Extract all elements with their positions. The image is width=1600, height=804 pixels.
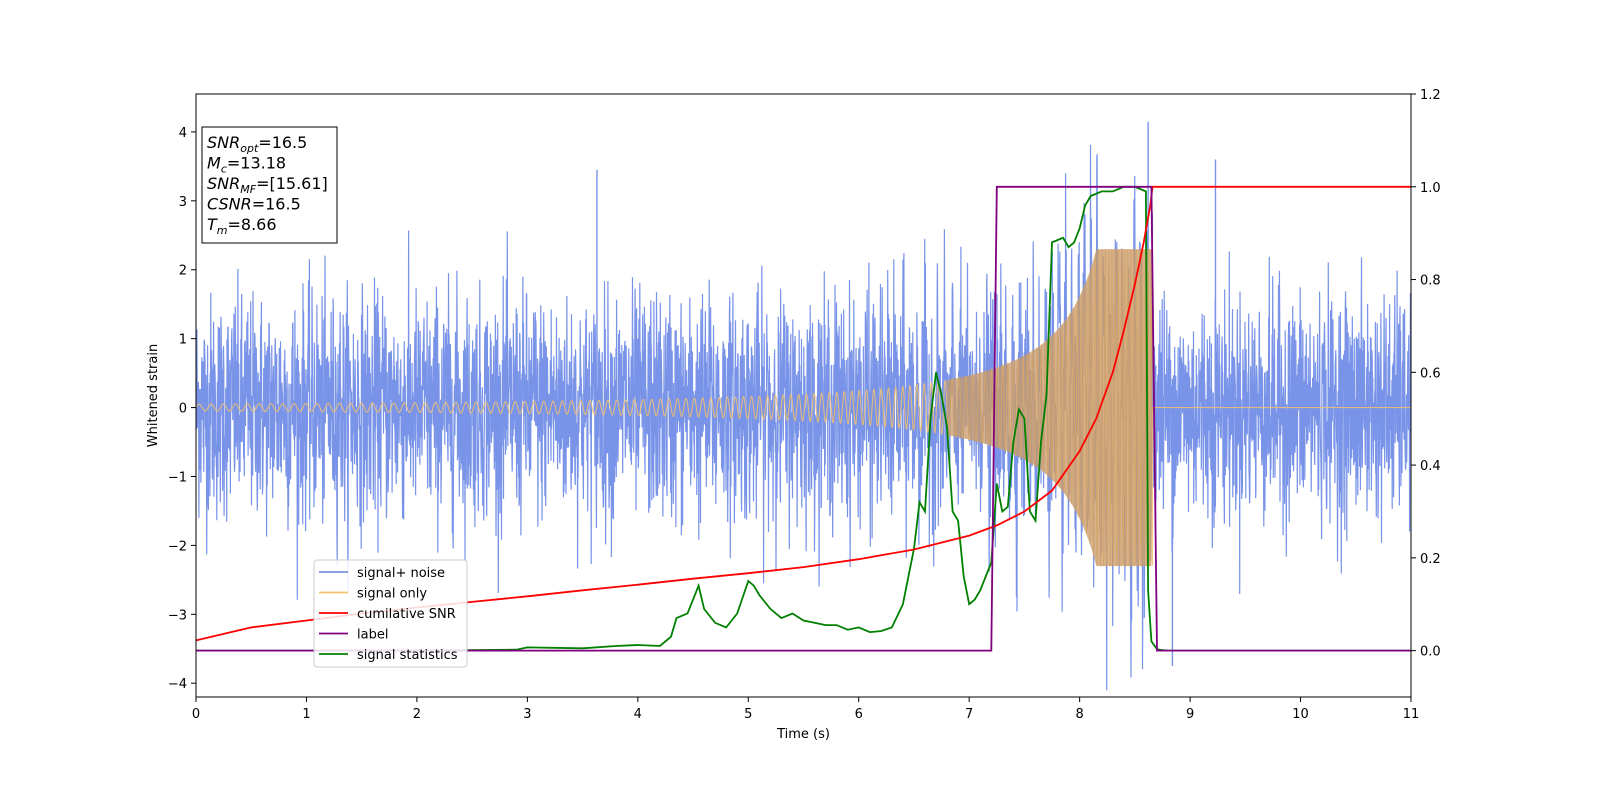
x-tick-label: 1 bbox=[302, 707, 310, 722]
legend-label-1: signal only bbox=[357, 587, 427, 602]
y-left-tick-label: −4 bbox=[168, 677, 187, 692]
signal-only-line bbox=[196, 249, 1411, 567]
x-tick-label: 8 bbox=[1075, 707, 1083, 722]
info-main: SNR bbox=[207, 133, 240, 152]
info-box-frame bbox=[201, 126, 338, 244]
x-tick-label: 9 bbox=[1186, 707, 1194, 722]
legend-label-0: signal+ noise bbox=[357, 566, 445, 581]
legend: signal+ noise signal only cumilative SNR la… bbox=[313, 559, 468, 668]
y-right-tick-label: 1.2 bbox=[1420, 88, 1441, 103]
legend-label-3: label bbox=[357, 628, 388, 643]
series-line-4 bbox=[196, 185, 1411, 652]
y-left-tick-label: −2 bbox=[168, 539, 187, 554]
y-left-tick-label: −1 bbox=[168, 470, 187, 485]
y-right-tick-label: 0.0 bbox=[1420, 645, 1441, 660]
y-left-tick-label: 0 bbox=[179, 402, 187, 417]
info-sub: c bbox=[221, 163, 227, 176]
x-tick-label: 2 bbox=[413, 707, 421, 722]
signal-only-series-layer bbox=[196, 249, 1411, 567]
x-tick-label: 4 bbox=[634, 707, 642, 722]
signal-plus-noise-line bbox=[196, 144, 1411, 691]
y-right-tick-label: 1.0 bbox=[1420, 181, 1441, 196]
info-sub: MF bbox=[240, 183, 256, 196]
legend-label-2: cumilative SNR bbox=[357, 607, 456, 622]
info-main: T bbox=[207, 215, 218, 234]
series-line-3 bbox=[196, 185, 1411, 652]
x-tick-label: 11 bbox=[1403, 707, 1420, 722]
info-value: =16.5 bbox=[252, 195, 301, 214]
plot-frame bbox=[195, 93, 1412, 698]
info-value: =[15.61] bbox=[256, 174, 328, 193]
x-tick-label: 0 bbox=[192, 707, 200, 722]
y-left-tick-label: 2 bbox=[179, 264, 187, 279]
y-left-tick-label: 4 bbox=[179, 126, 187, 141]
y-right-tick-label: 0.6 bbox=[1420, 366, 1441, 381]
info-sub: m bbox=[217, 224, 228, 237]
legend-frame bbox=[313, 559, 468, 668]
x-tick-label: 5 bbox=[744, 707, 752, 722]
x-tick-label: 7 bbox=[965, 707, 973, 722]
info-value: =8.66 bbox=[228, 215, 277, 234]
signal-only-envelope bbox=[947, 249, 1153, 567]
info-line-2: SNRMF=[15.61] bbox=[207, 174, 328, 196]
y-axis-label: Whitened strain bbox=[146, 344, 161, 447]
x-tick-label: 6 bbox=[855, 707, 863, 722]
info-line-4: Tm=8.66 bbox=[207, 215, 277, 237]
info-main: CSNR bbox=[207, 195, 252, 214]
info-line-3: CSNR=16.5 bbox=[207, 195, 301, 214]
y-left-tick-label: −3 bbox=[168, 608, 187, 623]
info-line-1: Mc=13.18 bbox=[207, 154, 286, 176]
info-line-0: SNRopt=16.5 bbox=[207, 133, 307, 155]
y-left-tick-label: 3 bbox=[179, 195, 187, 210]
y-right-tick-label: 0.4 bbox=[1420, 459, 1441, 474]
legend-label-4: signal statistics bbox=[357, 648, 458, 663]
info-main: M bbox=[207, 154, 221, 173]
x-tick-label: 3 bbox=[523, 707, 531, 722]
info-main: SNR bbox=[207, 174, 240, 193]
axes-layer: 0 1 2 3 4 5 6 7 8 9 10 1143210−1−2−3−41.21.00.80.60… bbox=[146, 88, 1441, 742]
info-value: =13.18 bbox=[227, 154, 286, 173]
y-left-tick-label: 1 bbox=[179, 333, 187, 348]
info-value: =16.5 bbox=[258, 133, 307, 152]
x-tick-label: 10 bbox=[1292, 707, 1309, 722]
info-sub: opt bbox=[240, 142, 259, 155]
info-box: SNRopt=16.5Mc=13.18SNRMF=[15.61]CSNR=16.… bbox=[201, 126, 338, 244]
x-axis-label: Time (s) bbox=[776, 727, 830, 742]
y-right-tick-label: 0.8 bbox=[1420, 274, 1441, 289]
y-right-tick-label: 0.2 bbox=[1420, 552, 1441, 567]
